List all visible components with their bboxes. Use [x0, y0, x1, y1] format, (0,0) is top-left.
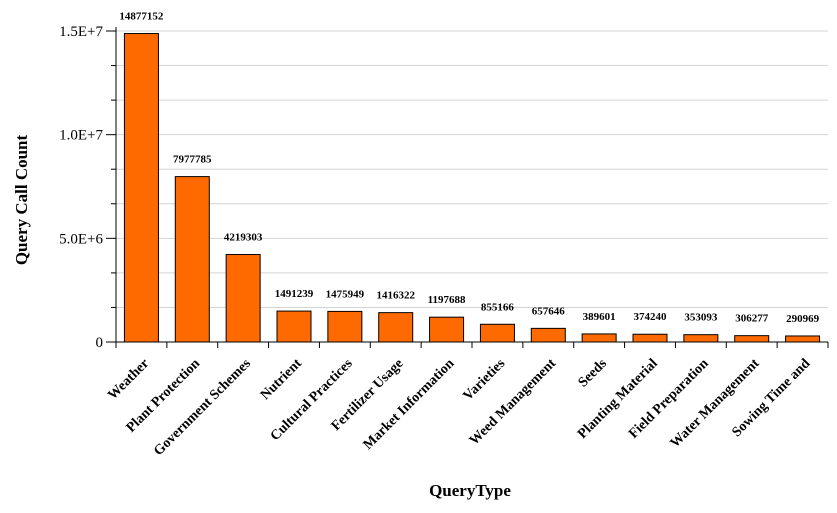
bar	[734, 335, 770, 343]
data-label: 1416322	[376, 290, 415, 302]
data-label: 855166	[481, 301, 515, 313]
data-label: 14877152	[119, 11, 164, 23]
category-label: Weed Management	[467, 356, 560, 449]
data-label: 1475949	[326, 288, 365, 300]
bar	[632, 333, 668, 343]
y-tick-labels: 0 5.0E+6 1.0E+7 1.5E+7	[59, 24, 103, 351]
category-label: Seeds	[576, 356, 611, 391]
bar	[581, 333, 617, 343]
category-label: Nutrient	[258, 356, 305, 403]
data-label: 4219303	[224, 232, 263, 244]
y-tick-label: 5.0E+6	[59, 231, 103, 247]
x-axis-title: QueryType	[429, 481, 511, 500]
category-label: Water Management	[668, 356, 763, 451]
y-axis-title: Query Call Count	[12, 134, 31, 265]
data-labels: 14877152 7977785 4219303 1491239 1475949 1416…	[119, 11, 819, 325]
bar	[429, 316, 465, 343]
bar	[174, 176, 210, 343]
y-tick-label: 1.5E+7	[59, 24, 103, 40]
data-label: 389601	[583, 311, 616, 323]
bars	[123, 33, 821, 343]
data-label: 7977785	[173, 154, 212, 166]
bar	[225, 254, 261, 343]
bar	[479, 323, 515, 343]
data-label: 1197688	[428, 294, 466, 306]
y-tick-label: 0	[96, 335, 104, 351]
bar	[378, 312, 414, 343]
category-label: Government Schemes	[151, 356, 254, 459]
bar	[327, 310, 363, 343]
data-label: 290969	[786, 313, 820, 325]
data-label: 306277	[735, 313, 769, 325]
data-label: 1491239	[275, 288, 314, 300]
category-label: Weather	[105, 356, 152, 403]
axes	[106, 27, 829, 348]
bar	[683, 334, 719, 343]
data-label: 374240	[634, 311, 668, 323]
data-label: 657646	[532, 305, 566, 317]
category-label: Market Information	[361, 356, 458, 453]
bar	[785, 335, 821, 343]
data-label: 353093	[684, 312, 718, 324]
bar	[123, 33, 159, 343]
gridlines	[116, 30, 828, 308]
bar	[276, 310, 312, 343]
y-tick-label: 1.0E+7	[59, 128, 103, 144]
category-label: Varieties	[461, 356, 509, 404]
bar	[530, 327, 566, 343]
